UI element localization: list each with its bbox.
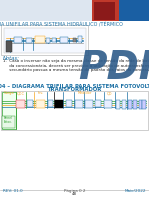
Bar xyxy=(116,100,120,109)
Text: Maio/2022: Maio/2022 xyxy=(125,189,146,193)
Bar xyxy=(104,100,112,108)
Bar xyxy=(52,38,56,42)
Bar xyxy=(26,38,32,43)
Text: da concessionária, deverá ser previsto a utilização de autotransformador cujo: da concessionária, deverá ser previsto a… xyxy=(3,64,149,68)
Bar xyxy=(6,41,12,52)
Bar xyxy=(55,100,63,108)
Bar xyxy=(92,0,119,21)
Bar xyxy=(142,100,146,109)
Bar xyxy=(119,0,149,21)
Bar xyxy=(95,100,101,107)
Bar xyxy=(2,92,16,129)
Bar xyxy=(133,100,137,109)
Bar xyxy=(14,37,22,43)
Bar xyxy=(16,100,25,108)
Text: NDU-013.04 – DIAGRAMA TRIFILAR PARA SISTEMA FOTOVOLTAICO SEM: NDU-013.04 – DIAGRAMA TRIFILAR PARA SIST… xyxy=(0,84,149,89)
Text: TRANSFORMADOR: TRANSFORMADOR xyxy=(47,87,102,92)
Text: Inv.: Inv. xyxy=(37,91,44,95)
Text: 1.  Caso o inversor não seja da mesma classe de tensão da rede de baixa tensão: 1. Caso o inversor não seja da mesma cla… xyxy=(3,59,149,63)
Bar xyxy=(1,91,148,130)
Text: QD: QD xyxy=(107,91,112,95)
Bar xyxy=(122,100,126,109)
Text: QDC: QDC xyxy=(17,91,25,95)
Bar xyxy=(66,100,72,107)
Bar xyxy=(85,100,93,108)
Bar xyxy=(36,100,45,108)
Bar xyxy=(0,0,149,21)
Text: Página 0 2: Página 0 2 xyxy=(64,189,85,193)
Text: Medidor: Medidor xyxy=(77,91,92,95)
Text: DIAGRAMA UNIFILAR PARA SISTEMA HIDRÁULICO /TÉRMICO: DIAGRAMA UNIFILAR PARA SISTEMA HIDRÁULIC… xyxy=(0,21,123,26)
Text: Carga: Carga xyxy=(4,91,14,95)
Bar xyxy=(4,28,86,53)
Bar xyxy=(60,37,68,43)
Bar xyxy=(94,2,115,20)
Text: Painel
Fotov.: Painel Fotov. xyxy=(4,116,13,124)
Bar xyxy=(74,100,83,108)
Bar xyxy=(35,36,45,43)
Bar xyxy=(139,100,142,109)
Bar xyxy=(48,100,53,107)
Bar xyxy=(73,38,76,42)
Bar xyxy=(128,100,132,109)
Text: PDF: PDF xyxy=(78,49,149,87)
Bar xyxy=(2,116,15,128)
Text: REV: 01.0: REV: 01.0 xyxy=(3,189,23,193)
Bar xyxy=(1,25,88,55)
Bar xyxy=(27,100,33,107)
Bar xyxy=(46,38,50,43)
Text: Notas:: Notas: xyxy=(3,56,20,61)
Text: 48: 48 xyxy=(72,192,77,196)
Text: secundário possua a mesma tensão de padrão dos raios da concessionária.: secundário possua a mesma tensão de padr… xyxy=(3,68,149,72)
Bar xyxy=(92,0,149,21)
Bar xyxy=(78,36,82,42)
